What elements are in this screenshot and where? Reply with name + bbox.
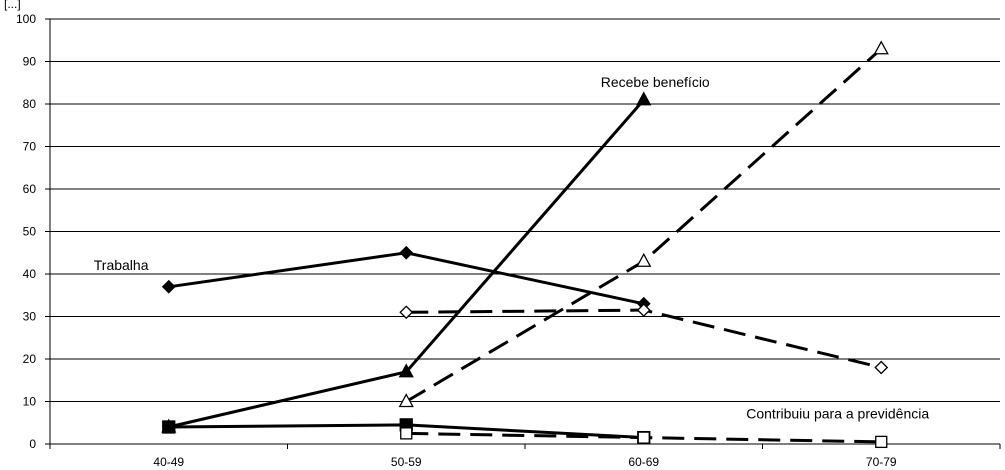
data-point-contrib-dash — [637, 431, 650, 444]
data-point-trab-dash — [874, 360, 889, 375]
data-point-benef-solid — [398, 363, 414, 378]
x-tick-label: 50-59 — [391, 455, 422, 469]
y-tick-label: 20 — [23, 352, 37, 366]
annotation-label: Contribuiu para a previdência — [746, 406, 929, 422]
y-tick-label: 30 — [23, 310, 37, 324]
data-point-trab-solid — [161, 279, 176, 294]
data-point-contrib-dash — [400, 427, 413, 440]
y-tick-label: 70 — [23, 140, 37, 154]
data-point-trab-dash — [399, 305, 414, 320]
markers-group — [161, 40, 889, 449]
y-tick-label: 50 — [23, 225, 37, 239]
y-tick-label: 80 — [23, 97, 37, 111]
gridlines — [50, 18, 1000, 445]
series-line-benef-solid — [168, 98, 645, 429]
data-point-contrib-solid — [162, 420, 176, 434]
annotation-label: Trabalha — [94, 257, 149, 273]
y-tick-label: 100 — [16, 12, 36, 26]
data-point-trab-solid — [399, 245, 414, 260]
data-point-trab-dash — [636, 303, 651, 318]
x-tick-label: 70-79 — [866, 455, 897, 469]
y-tick-label: 90 — [23, 55, 37, 69]
data-point-benef-dash — [398, 393, 414, 408]
series-line-trab-solid — [168, 251, 645, 306]
x-tick-label: 60-69 — [628, 455, 659, 469]
y-tick-label: 60 — [23, 182, 37, 196]
axes: 0 10 20 30 40 50 60 70 80 90 100 40-49 50-59 60-69 70-… — [16, 12, 1001, 469]
data-point-contrib-dash — [875, 435, 888, 449]
labels-group: Trabalha Recebe benefício Contribuiu para … — [94, 74, 930, 422]
y-tick-label: 10 — [23, 395, 37, 409]
y-tick-label: 40 — [23, 267, 37, 281]
annotation-label: Recebe benefício — [601, 74, 710, 90]
data-point-benef-solid — [636, 91, 652, 106]
x-tick-label: 40-49 — [153, 455, 184, 469]
y-axis-title: [...] — [4, 0, 21, 11]
y-tick-label: 0 — [29, 437, 36, 451]
data-point-benef-dash — [873, 40, 889, 55]
series-group — [168, 47, 883, 444]
data-point-benef-dash — [636, 252, 652, 267]
